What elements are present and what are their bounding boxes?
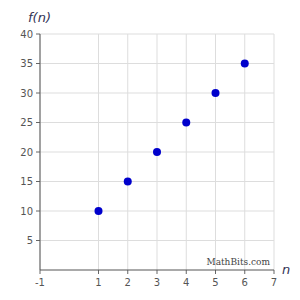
grid-line-y [40,211,274,212]
grid-line-y [40,240,274,241]
tick-label-y: 15 [20,176,33,187]
tick-label-x: 7 [271,277,277,288]
point [212,89,220,97]
annotation: MathBits.com [206,257,270,267]
tick-label-y: 35 [20,58,33,69]
tick-y [36,240,40,241]
tick-y [36,34,40,35]
tick-label-y: 30 [20,88,33,99]
tick-label-y: 5 [27,235,33,246]
tick-label-x: 1 [95,277,101,288]
grid-line-y [40,181,274,182]
chart: -1 1 2 3 4 5 6 7 5 10 15 20 25 30 35 40 n f(n) MathBits.co… [0,0,300,300]
tick-y [36,122,40,123]
axes: -1 1 2 3 4 5 6 7 5 10 15 20 25 30 35 40 [20,29,277,289]
tick-label-x: 4 [183,277,189,288]
y-axis-line [40,34,41,270]
tick-x [157,270,158,274]
grid-line-y [40,63,274,64]
tick-label-x: 6 [242,277,248,288]
tick-x [274,270,275,274]
x-axis-line [40,270,274,271]
tick-x [215,270,216,274]
grid-line-x [40,34,41,270]
tick-y [36,211,40,212]
tick-label-y: 20 [20,147,33,158]
background [0,0,300,300]
grid-line-y [40,34,274,35]
y-axis-label: f(n) [28,10,51,25]
x-axis-label: n [282,262,290,277]
tick-y [36,63,40,64]
point [95,207,103,215]
tick-label-y: 40 [20,29,33,40]
grid [40,34,274,270]
tick-y [36,152,40,153]
point [153,148,161,156]
tick-y [36,93,40,94]
point [124,178,132,186]
grid-line-y [40,93,274,94]
tick-label-x: 3 [154,277,160,288]
tick-label-x: -1 [35,277,45,288]
tick-label-y: 10 [20,206,33,217]
tick-label-y: 25 [20,117,33,128]
points [95,60,249,216]
tick-x [186,270,187,274]
tick-x [40,270,41,274]
tick-x [127,270,128,274]
point [241,60,249,68]
tick-label-x: 2 [125,277,131,288]
point [182,119,190,127]
chart-container: -1 1 2 3 4 5 6 7 5 10 15 20 25 30 35 40 n f(n) MathBits.co… [0,0,300,300]
tick-x [98,270,99,274]
tick-label-x: 5 [212,277,218,288]
tick-y [36,181,40,182]
grid-line-y [40,122,274,123]
tick-x [244,270,245,274]
